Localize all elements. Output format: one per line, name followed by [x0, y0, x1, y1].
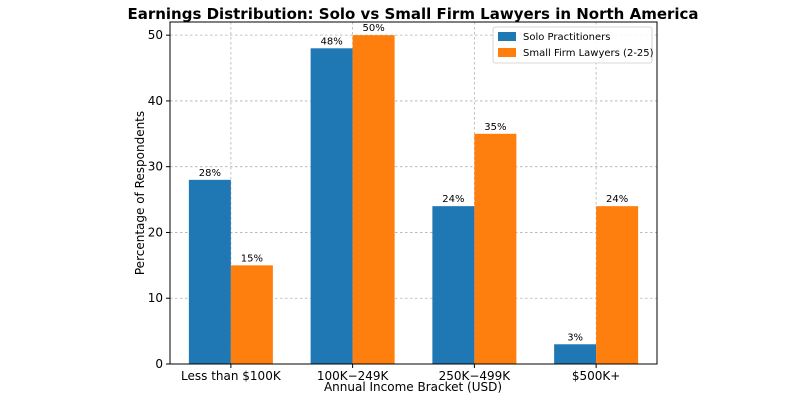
x-tick-label: 100K−249K: [317, 369, 390, 383]
bar-solo: [432, 206, 475, 364]
data-label-solo: 3%: [567, 332, 583, 343]
data-labels: 28% 48% 24% 3% 15% 50% 35% 24%: [199, 23, 628, 343]
chart-title: Earnings Distribution: Solo vs Small Fir…: [127, 5, 698, 23]
bar-small-firm: [596, 206, 639, 364]
data-label-small-firm: 35%: [484, 122, 506, 133]
data-label-small-firm: 24%: [606, 194, 628, 205]
y-tick-label: 20: [148, 225, 163, 239]
y-tick-label: 0: [155, 357, 163, 371]
x-axis-label: Annual Income Bracket (USD): [324, 380, 502, 394]
x-tick-label: Less than $100K: [181, 369, 282, 383]
x-tick-label: 250K−499K: [439, 369, 512, 383]
data-label-small-firm: 15%: [241, 253, 263, 264]
y-axis-label: Percentage of Respondents: [133, 111, 147, 275]
y-tick-label: 30: [148, 160, 163, 174]
legend: Solo Practitioners Small Firm Lawyers (2…: [492, 26, 654, 64]
bar-small-firm: [230, 265, 273, 364]
bar-solo: [554, 344, 597, 364]
bar-solo: [188, 179, 231, 364]
bar-small-firm: [352, 35, 395, 365]
data-label-solo: 24%: [442, 194, 464, 205]
bar-small-firm: [474, 133, 517, 364]
y-tick-label: 40: [148, 94, 163, 108]
data-label-small-firm: 50%: [363, 23, 385, 34]
data-label-solo: 28%: [199, 168, 221, 179]
data-label-solo: 48%: [321, 36, 343, 47]
y-tick-label: 50: [148, 28, 163, 42]
legend-swatch-solo: [498, 32, 516, 41]
legend-label-small-firm: Small Firm Lawyers (2-25): [523, 48, 654, 59]
x-axis-ticks: Less than $100K 100K−249K 250K−499K $500K+: [181, 364, 620, 383]
y-tick-label: 10: [148, 291, 163, 305]
x-tick-label: $500K+: [572, 369, 620, 383]
plot-frame: [169, 21, 658, 365]
legend-swatch-small-firm: [498, 48, 516, 57]
bars: [188, 35, 639, 365]
legend-label-solo: Solo Practitioners: [523, 32, 610, 43]
y-axis-ticks: 0 10 20 30 40 50: [148, 28, 170, 371]
legend-box: [492, 26, 653, 64]
bar-solo: [310, 48, 353, 365]
